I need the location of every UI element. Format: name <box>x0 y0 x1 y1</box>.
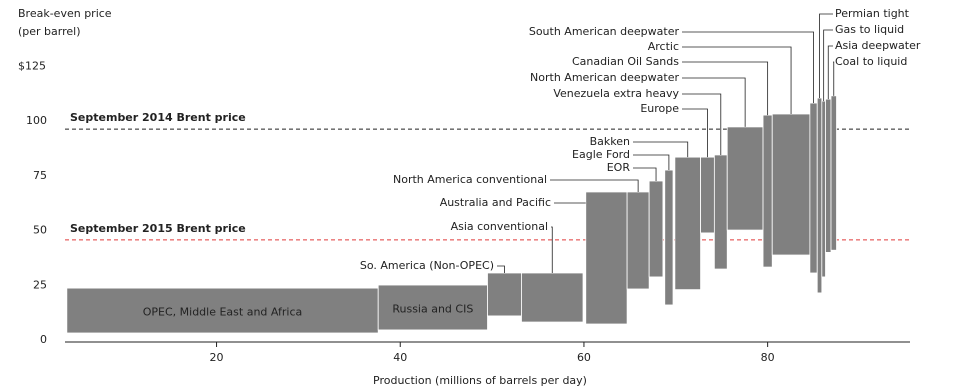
y-axis-label: (per barrel) <box>18 25 81 38</box>
bar-label: So. America (Non-OPEC) <box>360 259 494 272</box>
y-axis-label: Break-even price <box>18 7 112 20</box>
bar <box>825 98 832 253</box>
x-tick-label: 60 <box>577 351 591 364</box>
bar-label: Permian tight <box>835 7 910 20</box>
bar-label: North American deepwater <box>530 71 679 84</box>
reference-label: September 2014 Brent price <box>70 111 246 124</box>
bar-label: Russia and CIS <box>392 302 473 315</box>
bar-label: Eagle Ford <box>572 148 630 161</box>
bar <box>771 113 811 256</box>
y-tick-label: 0 <box>40 333 47 346</box>
bar-label: EOR <box>607 161 631 174</box>
x-tick-label: 40 <box>393 351 407 364</box>
bar-label: North America conventional <box>393 173 547 186</box>
leader-line <box>833 61 835 96</box>
y-tick-label: 75 <box>33 169 47 182</box>
bar <box>585 191 628 325</box>
bar-label: Bakken <box>590 135 630 148</box>
bar <box>816 97 823 294</box>
leader-line <box>819 13 833 99</box>
leader-line <box>633 167 657 182</box>
leader-line <box>682 31 814 104</box>
leader-line <box>682 77 746 127</box>
bar <box>626 191 650 290</box>
bar <box>821 100 826 278</box>
bar <box>664 169 674 306</box>
y-tick-label: $125 <box>18 59 46 72</box>
leader-line <box>682 108 708 158</box>
leader-line <box>682 93 722 155</box>
bar <box>521 272 584 323</box>
leader-line <box>682 46 792 114</box>
bar <box>809 102 818 274</box>
bar <box>674 156 701 291</box>
leader-line <box>633 141 689 158</box>
bar-label: Coal to liquid <box>835 55 907 68</box>
leader-line <box>550 179 639 192</box>
bar <box>713 154 728 270</box>
bar-label: South American deepwater <box>529 25 680 38</box>
bar <box>377 284 488 331</box>
bar <box>830 95 837 251</box>
bar <box>66 287 379 334</box>
bar-label: Canadian Oil Sands <box>572 55 679 68</box>
bar <box>487 272 522 317</box>
leader-line <box>827 45 833 100</box>
x-tick-label: 80 <box>761 351 775 364</box>
bar-label: Asia deepwater <box>835 39 921 52</box>
x-tick-label: 20 <box>210 351 224 364</box>
bar <box>648 180 664 278</box>
reference-label: September 2015 Brent price <box>70 222 246 235</box>
leader-line <box>551 226 553 273</box>
bar-label: Europe <box>640 102 679 115</box>
leader-line <box>633 154 670 171</box>
y-tick-label: 100 <box>26 114 47 127</box>
bar <box>700 156 715 234</box>
leader-line <box>682 61 769 116</box>
bar-label: Arctic <box>648 40 679 53</box>
bar-label: OPEC, Middle East and Africa <box>143 306 303 319</box>
leader-line <box>823 29 833 102</box>
bar-label: Asia conventional <box>451 220 548 233</box>
bar <box>726 126 764 231</box>
bar <box>762 114 773 268</box>
bar-label: Australia and Pacific <box>440 196 551 209</box>
y-tick-label: 50 <box>33 224 47 237</box>
bar-label: Venezuela extra heavy <box>553 87 679 100</box>
x-axis-label: Production (millions of barrels per day) <box>373 374 587 387</box>
leader-line <box>497 265 505 273</box>
y-tick-label: 25 <box>33 278 47 291</box>
bar-label: Gas to liquid <box>835 23 904 36</box>
